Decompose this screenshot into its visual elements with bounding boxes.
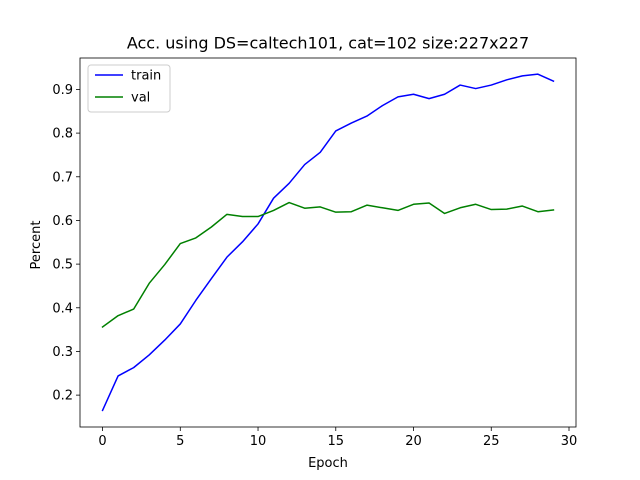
y-tick-label: 0.8 bbox=[52, 127, 73, 142]
series-line-val bbox=[101, 201, 555, 329]
x-tick-label: 0 bbox=[98, 434, 106, 449]
y-tick-label: 0.3 bbox=[52, 345, 73, 360]
series-line-train bbox=[101, 73, 555, 412]
legend-label-train: train bbox=[131, 69, 161, 84]
plot-area: 0 5 10 15 20 25 30 0.2 0.3 0.4 0.5 0.6 0.7 0.8 0.9 bbox=[52, 57, 578, 449]
y-tick-label: 0.9 bbox=[52, 83, 73, 98]
legend-box bbox=[87, 64, 171, 113]
x-tick-label: 10 bbox=[250, 434, 267, 449]
legend-label-val: val bbox=[131, 91, 150, 106]
x-axis-label: Epoch bbox=[308, 456, 348, 471]
x-tick-label: 25 bbox=[483, 434, 500, 449]
x-tick-label: 30 bbox=[561, 434, 578, 449]
y-tick-label: 0.4 bbox=[52, 301, 73, 316]
x-tick-label: 20 bbox=[405, 434, 422, 449]
chart-title: Acc. using DS=caltech101, cat=102 size:2… bbox=[127, 34, 529, 53]
y-tick-label: 0.5 bbox=[52, 258, 73, 273]
axes-frame bbox=[79, 57, 577, 428]
y-axis-label: Percent bbox=[29, 221, 44, 270]
legend: train val bbox=[87, 64, 171, 113]
y-tick-label: 0.2 bbox=[52, 389, 73, 404]
y-tick-label: 0.7 bbox=[52, 170, 73, 185]
y-tick-label: 0.6 bbox=[52, 214, 73, 229]
x-tick-label: 5 bbox=[176, 434, 184, 449]
x-tick-label: 15 bbox=[328, 434, 345, 449]
